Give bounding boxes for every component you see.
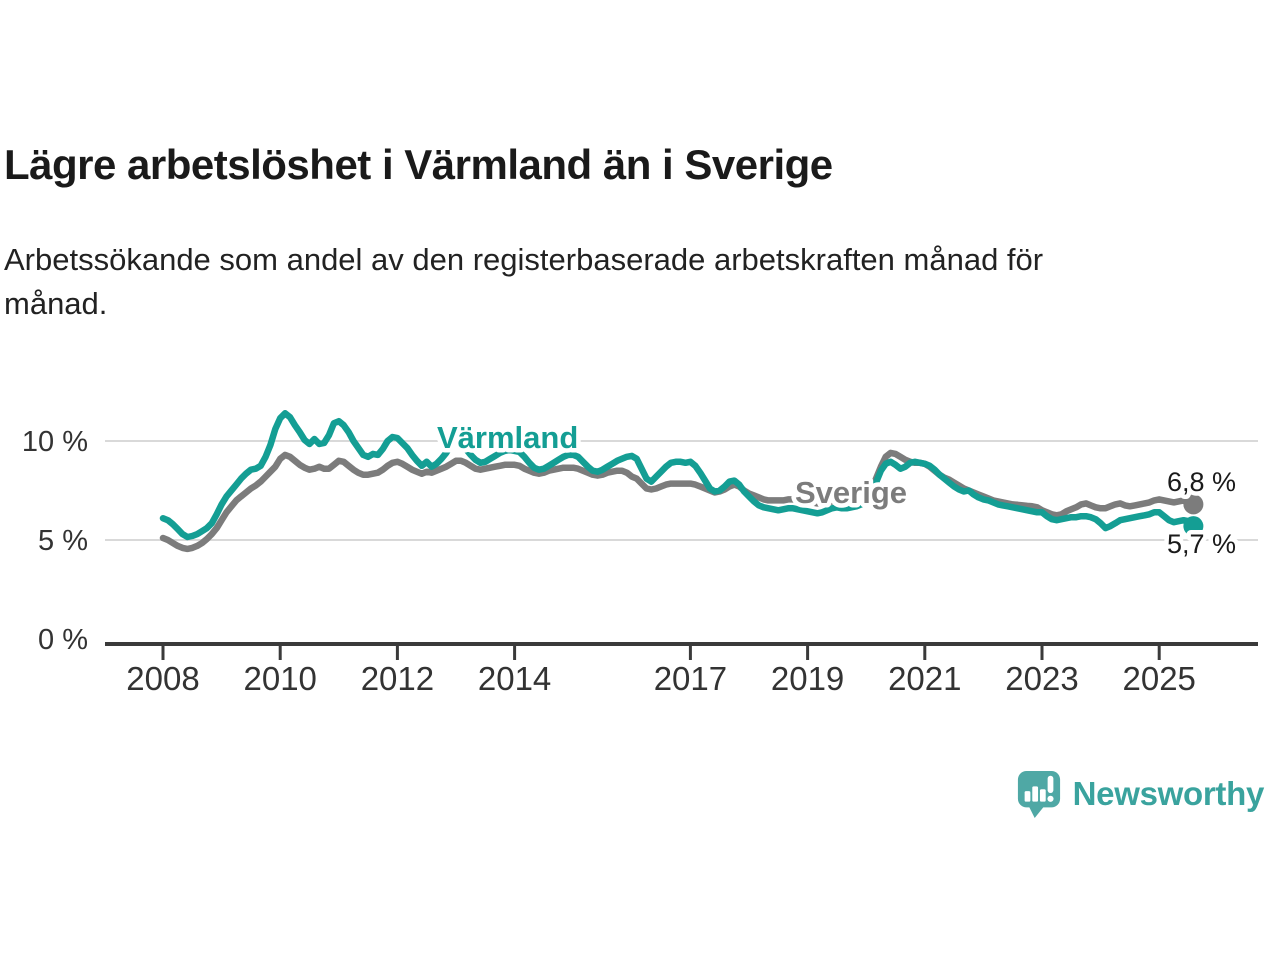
page-title: Lägre arbetslöshet i Värmland än i Sveri… [4,141,833,188]
varmland-series-label: Värmland [437,420,578,455]
sverige-end-value-label: 6,8 % [1167,467,1236,497]
svg-text:0 %: 0 % [38,624,88,656]
x-tick-label-2019: 2019 [771,660,844,697]
x-tick-label-2021: 2021 [888,660,961,697]
sverige-end-dot [1183,494,1204,515]
logo-bar-1 [1024,791,1030,802]
logo-exclamation-icon [1047,775,1053,794]
varmland-end-value-label: 5,7 % [1167,529,1236,559]
x-tick-label-2014: 2014 [478,660,551,697]
x-tick-label-2012: 2012 [361,660,434,697]
vrmland-line [159,410,1197,541]
logo-bar-3 [1039,789,1046,802]
x-tick-label-2008: 2008 [126,660,199,697]
sverige-series-label: Sverige [795,475,907,510]
x-tick-label-2010: 2010 [243,660,316,697]
svg-text:5 %: 5 % [38,525,88,557]
newsworthy-logo-text: Newsworthy [1072,775,1265,812]
newsworthy-logo-icon [1017,771,1060,818]
logo-bar-2 [1031,786,1038,802]
newsworthy-logo: Newsworthy [1016,769,1264,819]
page-subtitle: Arbetssökande som andel av den registerb… [4,242,1044,321]
x-tick-label-2017: 2017 [654,660,727,697]
x-tick-label-2023: 2023 [1005,660,1078,697]
sverige-line [159,449,1197,553]
x-tick-label-2025: 2025 [1122,660,1195,697]
svg-text:10 %: 10 % [22,426,88,458]
vrmland-end-dot [1183,516,1204,537]
